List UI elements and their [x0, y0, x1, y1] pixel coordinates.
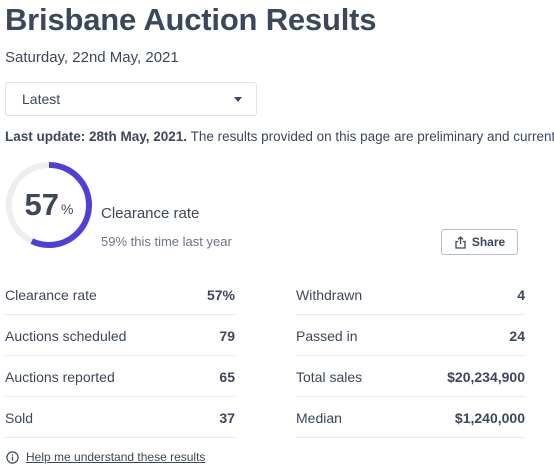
stat-label: Clearance rate	[5, 287, 97, 303]
info-icon	[6, 450, 19, 464]
chevron-down-icon	[234, 96, 242, 102]
stat-value: 65	[219, 369, 235, 385]
clearance-ring: 57%	[5, 161, 93, 249]
share-icon	[455, 235, 466, 249]
stat-row: Passed in 24	[296, 315, 525, 356]
stat-value: $20,234,900	[447, 369, 525, 385]
stat-value: 79	[219, 328, 235, 344]
stat-row: Sold 37	[5, 397, 235, 438]
stat-label: Median	[296, 410, 342, 426]
clearance-last-year: 59% this time last year	[101, 234, 232, 249]
auction-date: Saturday, 22nd May, 2021	[5, 49, 179, 66]
update-notice: Last update: 28th May, 2021. The results…	[5, 129, 554, 144]
stats-left-column: Clearance rate 57% Auctions scheduled 79…	[5, 274, 235, 438]
update-text: The results provided on this page are pr…	[187, 129, 554, 144]
stat-label: Passed in	[296, 328, 358, 344]
stat-label: Sold	[5, 410, 34, 426]
stat-label: Total sales	[296, 369, 363, 385]
stat-label: Auctions scheduled	[5, 328, 127, 344]
stat-value: 57%	[206, 287, 235, 303]
stat-value: $1,240,000	[454, 410, 525, 426]
stat-row: Withdrawn 4	[296, 274, 525, 315]
clearance-rate-label: Clearance rate	[101, 205, 200, 222]
ring-progress	[6, 162, 92, 248]
stat-value: 24	[509, 328, 525, 344]
update-date: Last update: 28th May, 2021.	[5, 129, 188, 144]
stat-row: Median $1,240,000	[296, 397, 525, 438]
clearance-ring-graphic	[6, 162, 92, 248]
clearance-percent: 57	[24, 187, 60, 222]
stat-row: Auctions scheduled 79	[5, 315, 235, 356]
stat-row: Auctions reported 65	[5, 356, 235, 397]
date-select-value: Latest	[22, 91, 61, 107]
ring-readout: 57%	[5, 161, 93, 249]
share-button[interactable]: Share	[441, 229, 518, 255]
stat-label: Withdrawn	[296, 287, 363, 303]
share-label: Share	[471, 235, 506, 249]
stat-value: 4	[517, 287, 525, 303]
help-link[interactable]: Help me understand these results	[6, 450, 205, 464]
percent-sign: %	[61, 201, 74, 217]
help-link-label: Help me understand these results	[26, 450, 206, 464]
stats-right-column: Withdrawn 4 Passed in 24 Total sales $20…	[296, 274, 525, 438]
date-select[interactable]: Latest	[5, 82, 257, 116]
stat-row: Clearance rate 57%	[5, 274, 235, 315]
stat-row: Total sales $20,234,900	[296, 356, 525, 397]
stat-value: 37	[219, 410, 235, 426]
stat-label: Auctions reported	[5, 369, 115, 385]
page-title: Brisbane Auction Results	[5, 2, 377, 37]
